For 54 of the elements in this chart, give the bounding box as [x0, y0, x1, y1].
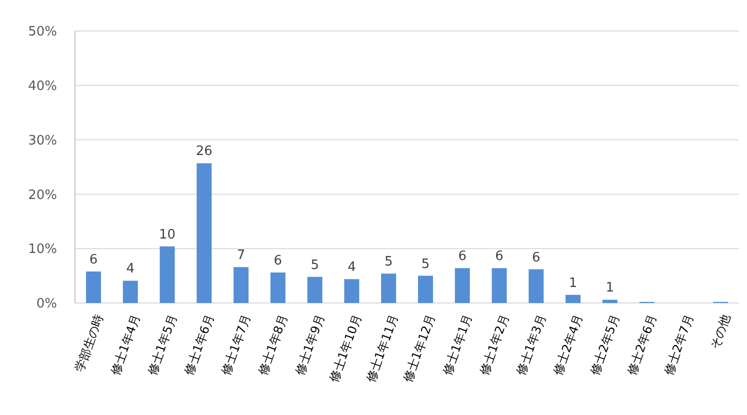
bar	[528, 269, 544, 303]
x-tick-label: 修士2年6月	[624, 312, 660, 377]
x-tick-label: 学部生の時	[72, 312, 106, 374]
data-label: 1	[568, 276, 578, 291]
bar	[492, 268, 507, 303]
bar	[344, 279, 360, 303]
bar	[86, 271, 101, 303]
y-tick-label: 30%	[28, 133, 57, 148]
data-label: 26	[196, 144, 212, 160]
data-label: 5	[310, 258, 319, 273]
bar	[122, 280, 138, 303]
data-label: 6	[532, 250, 540, 266]
data-label: 1	[606, 280, 614, 296]
data-label: 6	[274, 254, 282, 269]
bar	[196, 163, 212, 303]
bar	[234, 267, 249, 303]
x-tick-label: 修士1年12月	[400, 312, 438, 384]
x-tick-label: 修士1年6月	[182, 312, 217, 377]
x-tick-label: 修士1年3月	[514, 312, 549, 377]
x-tick-label: 修士2年4月	[550, 312, 586, 377]
data-label: 6	[458, 249, 467, 264]
x-tick-label: 修士1年4月	[108, 312, 143, 377]
data-label: 7	[236, 248, 246, 264]
data-label: 4	[348, 260, 356, 276]
x-tick-label: 修士1年10月	[326, 312, 364, 384]
x-tick-label: 修士1年5月	[145, 312, 180, 377]
x-tick-label: 修士1年1月	[440, 312, 475, 377]
x-tick-label: 修士1年7月	[218, 312, 254, 377]
bar	[307, 276, 322, 303]
bar	[602, 300, 618, 303]
x-tick-label: 修士2年7月	[661, 312, 696, 377]
bar	[566, 294, 581, 303]
bar	[454, 268, 470, 303]
data-label: 10	[159, 227, 176, 242]
data-label: 5	[384, 254, 393, 270]
bar	[418, 276, 433, 303]
x-tick-label: 修士1年8月	[256, 312, 290, 377]
x-tick-label: 修士2年5月	[588, 312, 622, 377]
y-tick-label: 50%	[28, 24, 57, 40]
data-label: 6	[89, 252, 98, 268]
x-tick-label: 修士1年2月	[477, 312, 512, 377]
data-label: 5	[421, 256, 430, 272]
data-label: 4	[126, 262, 135, 277]
y-tick-label: 20%	[28, 188, 57, 203]
x-tick-label: その他	[708, 312, 734, 352]
bar	[270, 272, 286, 303]
x-tick-label: 修士1年11月	[364, 312, 402, 384]
data-label: 6	[495, 249, 504, 264]
y-tick-label: 40%	[28, 79, 57, 94]
bar	[160, 246, 175, 303]
y-tick-label: 10%	[28, 242, 57, 258]
y-tick-label: 0%	[36, 296, 57, 312]
x-tick-label: 修士1年9月	[292, 312, 328, 377]
bar	[381, 274, 396, 303]
